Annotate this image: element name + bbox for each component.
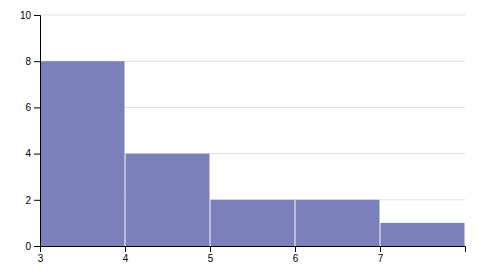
x-tick-label: 4	[123, 253, 129, 264]
bar	[126, 154, 210, 246]
y-tick-mark	[34, 15, 40, 16]
bar	[211, 200, 295, 246]
y-tick: 0	[25, 241, 40, 252]
bars	[41, 61, 465, 246]
y-tick-mark	[34, 200, 40, 201]
x-tick-label: 7	[378, 253, 384, 264]
x-tick: 4	[123, 246, 129, 264]
bar	[296, 200, 380, 246]
x-tick-mark	[210, 246, 211, 252]
y-tick-mark	[34, 61, 40, 62]
y-tick-mark	[34, 107, 40, 108]
bar	[41, 61, 125, 246]
y-tick: 4	[25, 148, 40, 159]
y-tick: 8	[25, 56, 40, 67]
y-tick-mark	[34, 246, 40, 247]
grid-line	[40, 15, 465, 16]
chart-container: 3 4 5 6 7 0 2 4 6 8 10	[0, 0, 487, 276]
y-tick-label: 10	[20, 10, 32, 21]
x-tick: 6	[293, 246, 299, 264]
x-tick-mark	[125, 246, 126, 252]
x-tick: 5	[208, 246, 214, 264]
y-tick-label: 2	[25, 195, 31, 206]
y-tick: 10	[20, 10, 40, 21]
plot: 3 4 5 6 7 0 2 4 6 8 10	[20, 10, 466, 264]
x-tick-label: 5	[208, 253, 214, 264]
y-tick-label: 4	[25, 148, 31, 159]
x-tick-label: 3	[38, 253, 44, 264]
y-tick-label: 6	[25, 102, 31, 113]
x-tick-mark	[380, 246, 381, 252]
y-axis-line	[34, 16, 41, 247]
x-tick: 3	[38, 246, 44, 264]
y-tick: 2	[25, 195, 40, 206]
y-tick-label: 0	[25, 241, 31, 252]
grid	[40, 15, 465, 246]
x-axis-line	[41, 247, 466, 253]
y-tick: 6	[25, 102, 40, 113]
x-tick-label: 6	[293, 253, 299, 264]
x-axis: 3 4 5 6 7	[38, 246, 466, 264]
bar	[381, 223, 465, 246]
x-tick-mark	[295, 246, 296, 252]
y-tick-mark	[34, 154, 40, 155]
chart-svg: 3 4 5 6 7 0 2 4 6 8 10	[0, 0, 487, 276]
y-tick-label: 8	[25, 56, 31, 67]
x-tick: 7	[378, 246, 384, 264]
y-axis: 0 2 4 6 8 10	[20, 10, 41, 252]
